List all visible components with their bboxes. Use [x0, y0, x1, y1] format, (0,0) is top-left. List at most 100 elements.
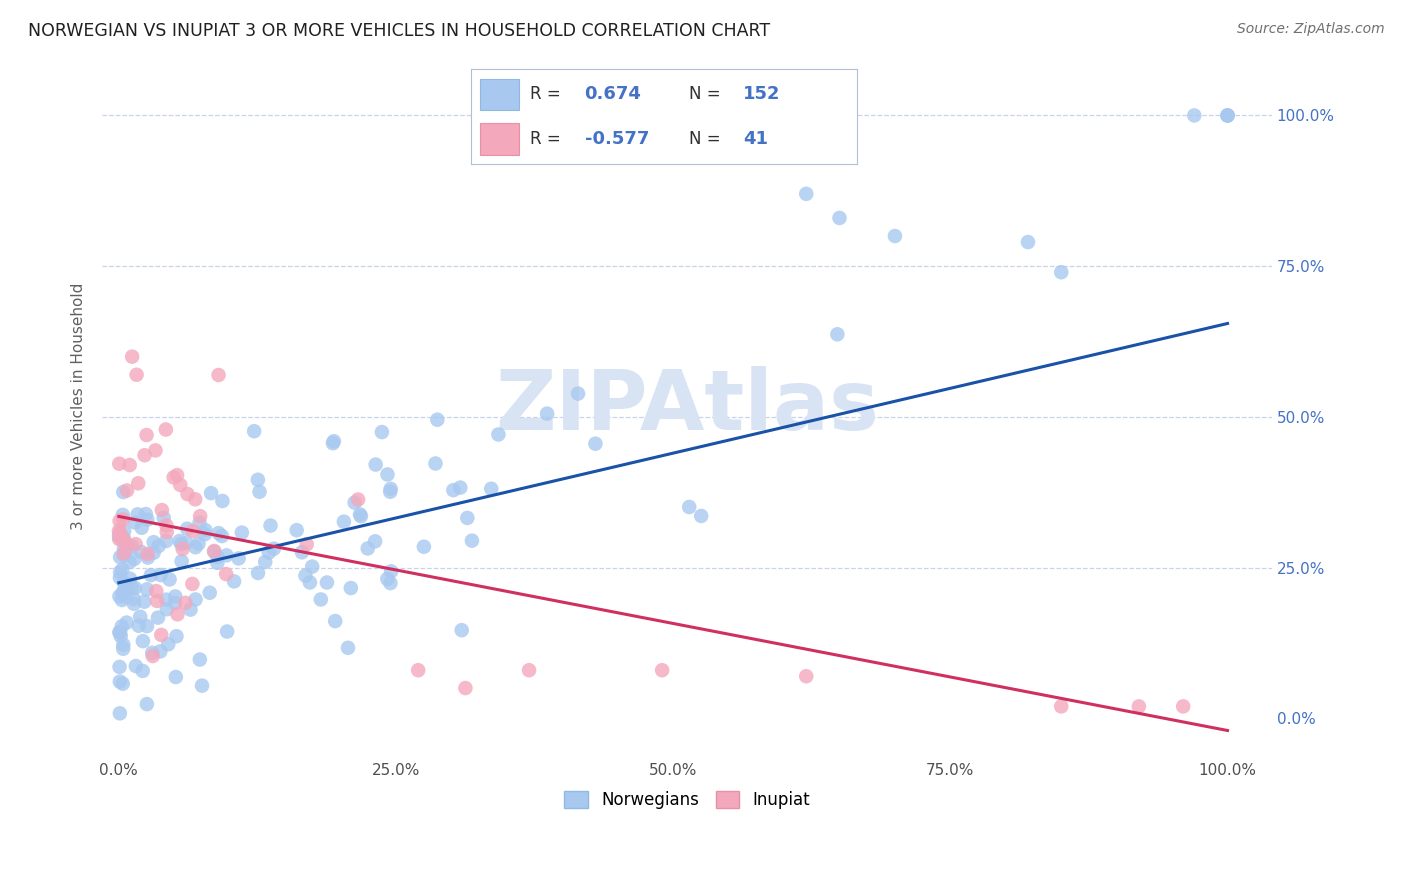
- Point: [456, 511, 478, 525]
- Point: [166, 468, 188, 483]
- Point: [249, 484, 271, 499]
- Point: [108, 530, 131, 544]
- Point: [441, 483, 464, 497]
- Point: [1017, 235, 1039, 249]
- Point: [145, 443, 167, 458]
- Point: [170, 554, 193, 568]
- Point: [243, 424, 266, 438]
- Point: [118, 555, 141, 569]
- Point: [136, 547, 159, 561]
- Point: [380, 482, 402, 496]
- Point: [188, 652, 211, 666]
- Point: [124, 516, 146, 530]
- Point: [127, 508, 149, 522]
- Point: [136, 619, 159, 633]
- Point: [135, 697, 157, 711]
- Point: [122, 597, 145, 611]
- Point: [125, 368, 148, 382]
- Point: [794, 669, 817, 683]
- Point: [1050, 699, 1073, 714]
- Point: [651, 663, 673, 677]
- Point: [794, 186, 817, 201]
- Point: [263, 541, 285, 556]
- Point: [827, 327, 849, 342]
- Point: [112, 542, 135, 557]
- Point: [340, 581, 363, 595]
- Point: [117, 578, 139, 592]
- Point: [112, 524, 135, 538]
- Point: [111, 586, 134, 600]
- Point: [114, 543, 136, 558]
- Point: [121, 581, 143, 595]
- Point: [202, 544, 225, 558]
- Point: [112, 548, 135, 562]
- Point: [425, 457, 447, 471]
- Point: [136, 582, 159, 597]
- Point: [108, 565, 131, 579]
- Point: [112, 485, 135, 500]
- Point: [166, 607, 188, 622]
- Point: [108, 457, 131, 471]
- Point: [207, 549, 229, 564]
- Point: [343, 495, 366, 509]
- Point: [1182, 108, 1205, 122]
- Point: [285, 523, 308, 537]
- Point: [246, 473, 269, 487]
- Point: [108, 532, 131, 546]
- Point: [146, 594, 169, 608]
- Point: [118, 572, 141, 586]
- Point: [678, 500, 700, 514]
- Text: Source: ZipAtlas.com: Source: ZipAtlas.com: [1237, 22, 1385, 37]
- Point: [108, 524, 131, 538]
- Point: [118, 458, 141, 472]
- Point: [198, 585, 221, 599]
- Point: [139, 568, 162, 582]
- Point: [202, 544, 225, 558]
- Point: [364, 534, 387, 549]
- Point: [184, 492, 207, 507]
- Point: [228, 551, 250, 566]
- Point: [333, 515, 356, 529]
- Point: [380, 484, 402, 499]
- Point: [155, 592, 177, 607]
- Point: [380, 576, 402, 591]
- Point: [134, 595, 156, 609]
- Point: [157, 637, 180, 651]
- Point: [349, 508, 371, 522]
- Point: [567, 386, 589, 401]
- Point: [412, 540, 434, 554]
- Point: [309, 592, 332, 607]
- Point: [375, 572, 398, 586]
- Point: [479, 482, 502, 496]
- Point: [112, 533, 135, 547]
- Point: [150, 628, 173, 642]
- Legend: Norwegians, Inupiat: Norwegians, Inupiat: [558, 785, 817, 816]
- Point: [461, 533, 484, 548]
- Point: [217, 624, 239, 639]
- Point: [1050, 265, 1073, 279]
- Point: [176, 536, 198, 550]
- Point: [322, 436, 344, 450]
- Point: [828, 211, 851, 225]
- Point: [690, 508, 713, 523]
- Point: [155, 423, 177, 437]
- Point: [207, 526, 229, 541]
- Point: [141, 646, 163, 660]
- Point: [148, 539, 170, 553]
- Point: [207, 556, 229, 570]
- Point: [112, 584, 135, 599]
- Point: [108, 590, 131, 604]
- Point: [347, 492, 370, 507]
- Point: [184, 540, 207, 554]
- Point: [112, 638, 135, 652]
- Point: [145, 584, 167, 599]
- Point: [108, 527, 131, 541]
- Point: [112, 575, 135, 590]
- Point: [194, 527, 217, 541]
- Point: [112, 533, 135, 547]
- Point: [357, 541, 380, 556]
- Point: [146, 610, 169, 624]
- Point: [152, 510, 174, 524]
- Point: [316, 575, 339, 590]
- Point: [450, 623, 472, 637]
